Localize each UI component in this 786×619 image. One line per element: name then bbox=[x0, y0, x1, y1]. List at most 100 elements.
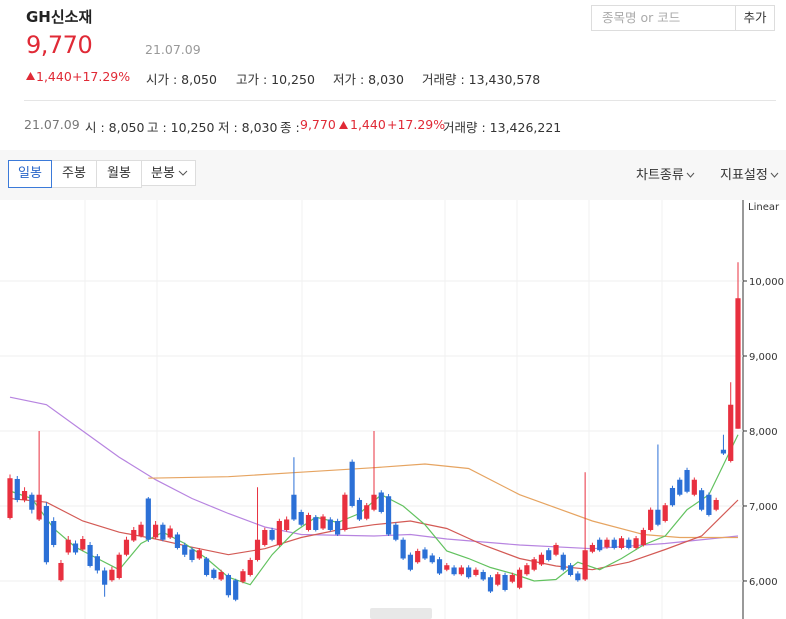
candle-body bbox=[502, 574, 508, 590]
candle-body bbox=[371, 494, 377, 510]
candle-body bbox=[655, 509, 661, 525]
chart: Linear 6,000 7,000 8,000 9,000 10,000 bbox=[0, 200, 784, 619]
candle-body bbox=[662, 505, 668, 521]
summary-rate: +17.29% bbox=[387, 117, 446, 132]
up-arrow bbox=[339, 121, 348, 129]
candle-body bbox=[422, 549, 428, 559]
candle-body bbox=[713, 499, 719, 510]
candle-body bbox=[473, 569, 479, 575]
candle-body bbox=[728, 404, 734, 461]
candle-body bbox=[87, 544, 93, 566]
candle-body bbox=[320, 516, 326, 529]
scale-label: Linear bbox=[748, 202, 780, 213]
add-button[interactable]: 추가 bbox=[735, 5, 775, 31]
candle-body bbox=[342, 494, 348, 530]
candle-body bbox=[291, 494, 297, 520]
candle-body bbox=[531, 559, 537, 570]
chevron bbox=[770, 172, 779, 178]
tab-week[interactable]: 주봉 bbox=[51, 160, 97, 188]
candle-body bbox=[233, 580, 239, 600]
candle-body bbox=[466, 567, 472, 578]
candle-body bbox=[94, 556, 100, 571]
candle-body bbox=[262, 529, 268, 545]
tab-minute[interactable]: 분봉 bbox=[141, 160, 196, 186]
summary-date: 21.07.09 bbox=[24, 117, 80, 132]
candle-body bbox=[393, 524, 399, 540]
stock-name: GH신소재 bbox=[26, 8, 93, 26]
indicator-menu[interactable]: 지표설정 bbox=[720, 164, 779, 183]
candle-body bbox=[51, 520, 57, 545]
summary-volume: 거래량 : 13,426,221 bbox=[443, 120, 562, 135]
candle-body bbox=[669, 487, 676, 506]
scroll-handle[interactable] bbox=[370, 608, 432, 619]
candle-body bbox=[276, 520, 282, 545]
candle-body bbox=[14, 478, 20, 500]
y-tick-label: 10,000 bbox=[749, 277, 784, 288]
candle-body bbox=[7, 478, 13, 518]
candle-body bbox=[160, 524, 166, 540]
tab-day[interactable]: 일봉 bbox=[8, 160, 52, 188]
vertical-grid bbox=[84, 200, 663, 619]
candle-body bbox=[618, 538, 625, 548]
search-placeholder: 종목명 or 코드 bbox=[602, 10, 681, 25]
candle-body bbox=[640, 529, 646, 545]
candle-body bbox=[349, 461, 355, 506]
stat: 거래량 : 13,430,578 bbox=[422, 72, 541, 87]
date: 21.07.09 bbox=[145, 42, 201, 57]
candle-body bbox=[524, 565, 530, 575]
candle-body bbox=[80, 538, 86, 550]
candle-body bbox=[553, 544, 559, 555]
menu-label: 지표설정 bbox=[720, 168, 768, 183]
candle-body bbox=[385, 496, 392, 535]
candle-body bbox=[546, 550, 552, 560]
candle-body bbox=[102, 570, 108, 585]
candle-body bbox=[189, 549, 195, 560]
candle-body bbox=[254, 539, 261, 560]
candle-body bbox=[109, 569, 115, 581]
candle-body bbox=[436, 559, 443, 574]
candle-body bbox=[597, 539, 603, 551]
candle-body bbox=[43, 505, 49, 563]
candle-body bbox=[131, 529, 137, 541]
chart-type-menu[interactable]: 차트종류 bbox=[636, 164, 695, 183]
candle-body bbox=[444, 565, 450, 570]
candle-body bbox=[582, 550, 588, 580]
moving-average bbox=[9, 434, 739, 586]
stat: 저가 : 8,030 bbox=[333, 72, 404, 87]
chevron bbox=[178, 170, 188, 176]
candle-body bbox=[298, 511, 304, 525]
candle-body bbox=[560, 554, 566, 570]
candle-body bbox=[65, 539, 71, 553]
search-box[interactable]: 종목명 or 코드 bbox=[591, 5, 736, 31]
candle-body bbox=[415, 550, 421, 563]
candle-body bbox=[538, 554, 545, 565]
candle-body bbox=[495, 574, 501, 585]
candle-body bbox=[735, 298, 741, 429]
summary-high: 고 : 10,250 bbox=[147, 120, 215, 135]
candle-body bbox=[240, 571, 246, 582]
candle-body bbox=[138, 524, 144, 536]
stat: 시가 : 8,050 bbox=[146, 72, 217, 87]
y-tick-label: 8,000 bbox=[749, 427, 778, 438]
candle-body bbox=[269, 529, 275, 540]
price: 9,770 bbox=[26, 31, 93, 59]
candle-body bbox=[153, 524, 159, 538]
candle-body bbox=[407, 554, 413, 570]
candle-body bbox=[167, 528, 173, 538]
y-tick-label: 6,000 bbox=[749, 577, 778, 588]
tab-minute-label: 분봉 bbox=[151, 166, 175, 181]
change: 1,440 bbox=[36, 69, 72, 84]
candle-body bbox=[225, 574, 231, 596]
tab-month[interactable]: 월봉 bbox=[96, 160, 142, 188]
candle-body bbox=[36, 494, 42, 520]
menu-label: 차트종류 bbox=[636, 168, 684, 183]
candle-body bbox=[458, 567, 464, 575]
candle-body bbox=[487, 577, 494, 592]
candle-body bbox=[364, 505, 370, 519]
candle-body bbox=[378, 492, 384, 512]
chevron bbox=[686, 172, 695, 178]
candle-body bbox=[58, 562, 64, 581]
candle-body bbox=[327, 519, 333, 530]
divider bbox=[24, 100, 776, 101]
